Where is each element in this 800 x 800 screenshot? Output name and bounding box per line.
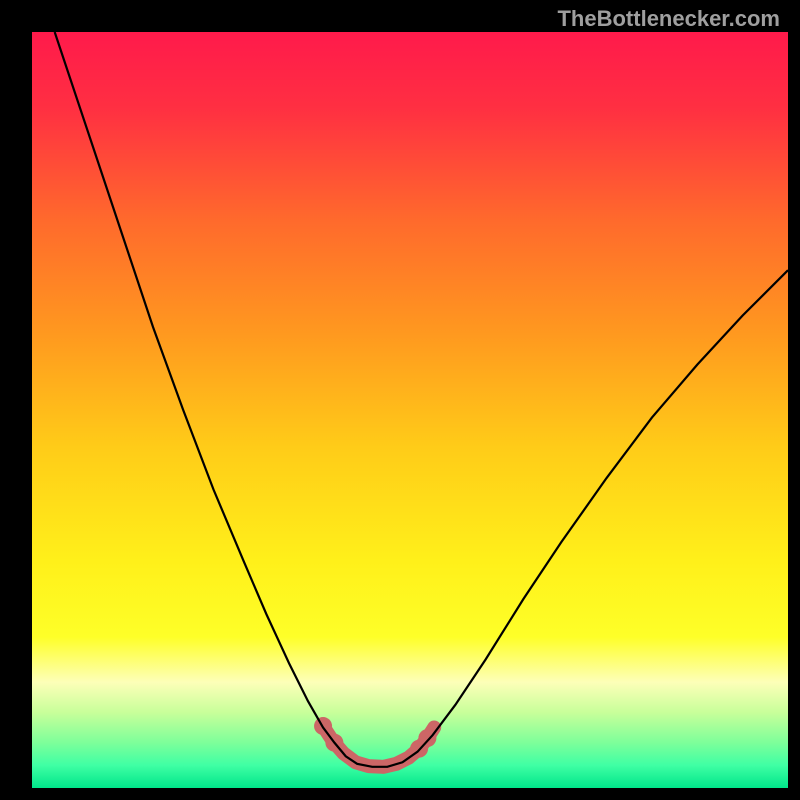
- highlight-marker: [418, 729, 436, 747]
- watermark-text: TheBottlenecker.com: [557, 6, 780, 32]
- chart-plot-area: [32, 32, 788, 788]
- chart-background: [32, 32, 788, 788]
- chart-svg: [32, 32, 788, 788]
